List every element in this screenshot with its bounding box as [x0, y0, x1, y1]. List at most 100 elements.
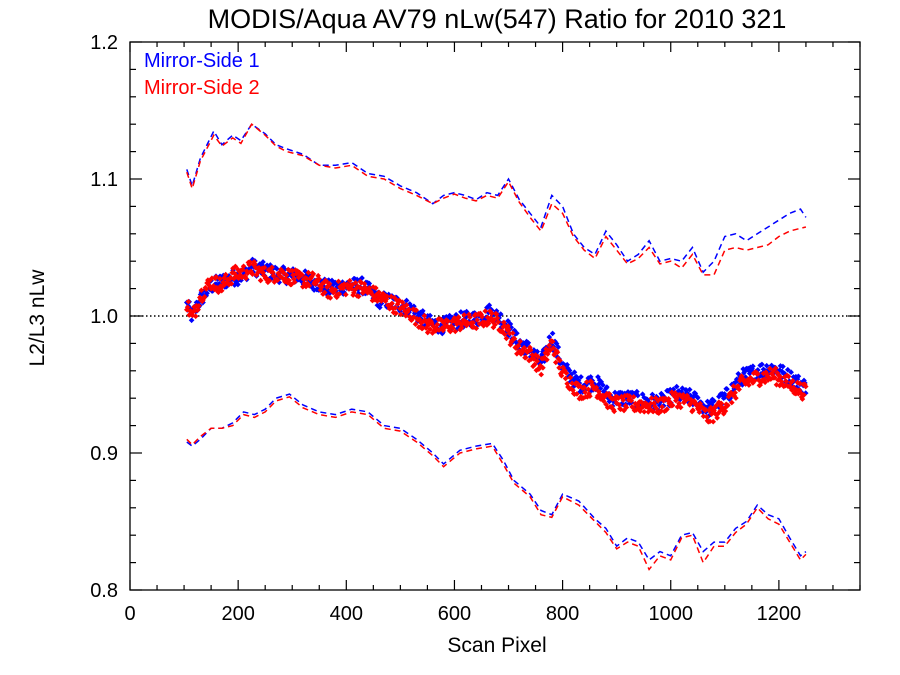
ms2-point	[185, 298, 192, 305]
ms2-point	[240, 263, 247, 270]
ms2-point	[389, 300, 395, 307]
ms1-point	[673, 383, 680, 390]
ms2-point	[217, 275, 223, 282]
ms1-point	[486, 302, 493, 309]
ms2-point	[218, 287, 225, 294]
ms2-point	[583, 379, 590, 385]
ms2-point	[538, 371, 545, 378]
ms2-point	[567, 374, 574, 381]
legend: Mirror-Side 1 Mirror-Side 2	[144, 50, 260, 99]
ms2-point	[544, 356, 550, 363]
ms2-point	[327, 295, 334, 301]
ms2-point	[346, 277, 353, 284]
ms2-point	[799, 396, 806, 402]
ms2-point	[713, 402, 720, 409]
ms2-point	[384, 293, 390, 300]
ms2-point	[249, 271, 256, 278]
ms2-point	[802, 383, 809, 390]
ms2-point	[195, 306, 201, 313]
ms1-point	[427, 312, 433, 319]
ms2-point	[664, 406, 670, 413]
ms1-point	[235, 281, 241, 288]
ms2-point	[406, 306, 412, 313]
ms1-upper-envelope-line	[186, 123, 807, 274]
ms2-point	[280, 269, 287, 276]
ms1-point	[711, 398, 717, 404]
ms2-point	[495, 319, 502, 325]
ms2-point	[261, 264, 268, 271]
ms2-point	[557, 357, 563, 364]
x-tick-label: 400	[330, 603, 363, 625]
ms2-point	[501, 319, 507, 326]
ms2-point	[535, 353, 541, 360]
ms2-point	[310, 271, 317, 277]
ms2-point	[517, 338, 523, 345]
ms2-point	[767, 365, 773, 372]
ms2-point	[696, 409, 703, 416]
ms2-point	[789, 377, 796, 384]
ms2-point	[305, 269, 312, 276]
ms2-point	[549, 338, 556, 345]
ms2-point	[372, 285, 379, 291]
ms2-point	[777, 374, 784, 380]
ms1-point	[419, 308, 426, 314]
ms2-point	[228, 280, 235, 287]
ms2-upper-envelope-line	[186, 123, 807, 276]
axes: 0 200 400 600 800 1000 1200 0.8 0.9 1.0 1.1 1.2	[90, 32, 861, 625]
ms2-point	[552, 359, 559, 366]
ms2-point	[690, 407, 696, 414]
ms1-point	[273, 265, 280, 272]
ms2-point	[669, 402, 676, 409]
ms2-point	[540, 364, 546, 371]
ms2-point	[531, 361, 538, 368]
ms2-point	[192, 313, 199, 320]
x-tick-label: 600	[438, 603, 471, 625]
ms2-point	[511, 335, 518, 342]
ms2-point	[449, 325, 456, 331]
ms2-point	[616, 401, 622, 408]
ms2-point	[785, 373, 792, 380]
ms2-point	[746, 382, 752, 388]
ms2-point	[412, 321, 419, 328]
ms2-point	[283, 272, 290, 278]
ms2-point	[521, 344, 528, 351]
ms2-point	[323, 278, 330, 285]
ms2-point	[650, 408, 657, 415]
ms2-lower-envelope-line	[186, 395, 807, 571]
ms2-point	[270, 272, 277, 279]
ms2-point	[733, 395, 739, 401]
ms2-point	[445, 318, 451, 325]
ms2-point	[501, 331, 508, 338]
ms2-point	[257, 277, 264, 284]
ms2-point	[470, 319, 476, 326]
ms2-point	[222, 271, 229, 278]
ms1-point	[366, 280, 373, 287]
ms1-point	[694, 394, 701, 401]
ms2-point	[493, 311, 500, 318]
ms2-point	[434, 321, 441, 328]
ms2-point	[321, 289, 328, 296]
ms2-point	[534, 358, 541, 364]
ms2-point	[506, 330, 513, 337]
chart-title: MODIS/Aqua AV79 nLw(547) Ratio for 2010 …	[208, 4, 787, 34]
ms2-point	[509, 330, 516, 336]
ms2-point	[419, 325, 426, 331]
ms2-point	[623, 404, 630, 411]
ms2-point	[421, 312, 428, 319]
ms2-point	[558, 372, 565, 379]
ms1-point	[634, 392, 641, 399]
ms2-point	[247, 259, 253, 265]
ms2-point	[467, 314, 473, 321]
ms2-point	[751, 377, 758, 384]
ms2-point	[243, 275, 249, 282]
ms1-point	[763, 362, 770, 369]
ms2-point	[628, 397, 635, 404]
x-axis-label: Scan Pixel	[447, 634, 546, 657]
ms2-point	[505, 326, 512, 333]
y-tick-label: 1.0	[90, 306, 118, 328]
ms2-point	[771, 374, 778, 381]
ms2-point	[306, 282, 313, 289]
ms2-point	[482, 308, 489, 314]
ms1-point	[497, 311, 504, 317]
